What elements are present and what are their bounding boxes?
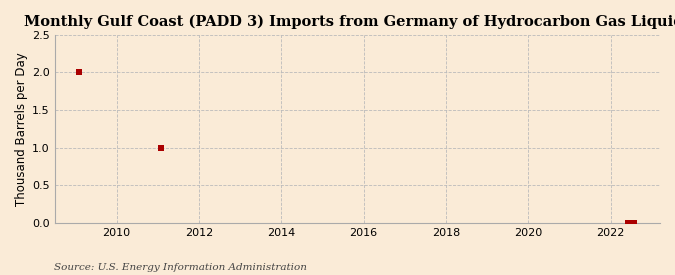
Point bbox=[622, 221, 633, 225]
Text: Source: U.S. Energy Information Administration: Source: U.S. Energy Information Administ… bbox=[54, 263, 307, 272]
Y-axis label: Thousand Barrels per Day: Thousand Barrels per Day bbox=[15, 52, 28, 206]
Title: Monthly Gulf Coast (PADD 3) Imports from Germany of Hydrocarbon Gas Liquids: Monthly Gulf Coast (PADD 3) Imports from… bbox=[24, 15, 675, 29]
Point bbox=[156, 145, 167, 150]
Point bbox=[74, 70, 84, 75]
Point bbox=[629, 221, 640, 225]
